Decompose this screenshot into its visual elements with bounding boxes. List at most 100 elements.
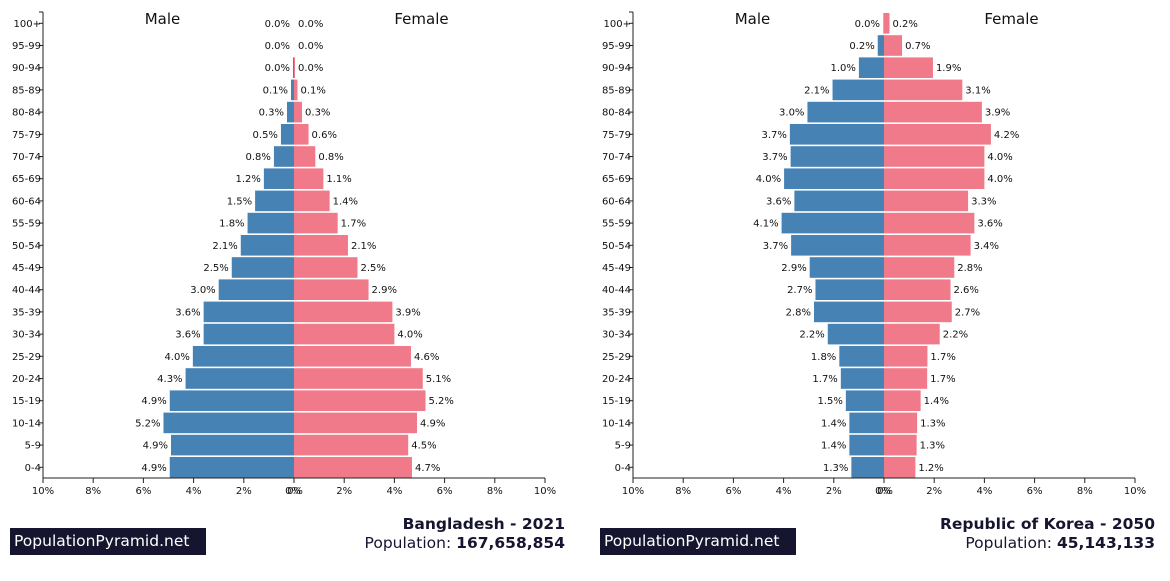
age-label: 50-54: [12, 241, 41, 252]
female-bar: [884, 279, 951, 300]
male-value-label: 1.4%: [821, 441, 846, 452]
female-value-label: 4.6%: [414, 352, 439, 363]
female-value-label: 3.4%: [974, 241, 999, 252]
x-tick-label: 8%: [1077, 486, 1093, 497]
male-bar: [169, 457, 294, 478]
age-label: 75-79: [12, 130, 41, 141]
female-bar: [294, 390, 426, 411]
male-value-label: 1.3%: [823, 463, 848, 474]
female-value-label: 3.6%: [977, 219, 1002, 230]
age-label: 55-59: [12, 219, 41, 230]
male-bar: [231, 257, 294, 278]
age-label: 95-99: [12, 41, 41, 52]
female-value-label: 3.9%: [395, 307, 420, 318]
x-tick-label: 4%: [186, 486, 202, 497]
female-bar: [294, 101, 303, 123]
female-header: Female: [984, 10, 1038, 28]
female-value-label: 2.5%: [361, 263, 386, 274]
female-value-label: 1.7%: [930, 374, 955, 385]
male-bar: [827, 323, 884, 345]
female-value-label: 4.7%: [415, 463, 440, 474]
female-value-label: 0.1%: [301, 85, 326, 96]
female-bar: [294, 124, 309, 145]
population-value-left: 167,658,854: [456, 534, 565, 552]
male-bar: [292, 57, 294, 78]
female-value-label: 4.2%: [994, 130, 1019, 141]
female-value-label: 5.2%: [429, 396, 454, 407]
age-label: 90-94: [602, 63, 631, 74]
female-bar: [294, 434, 409, 456]
x-tick-label: 10%: [622, 486, 644, 497]
male-value-label: 4.9%: [141, 396, 166, 407]
male-bar: [877, 35, 884, 56]
male-value-label: 1.8%: [811, 352, 836, 363]
male-value-label: 3.0%: [779, 108, 804, 119]
age-label: 70-74: [602, 152, 631, 163]
pyramid-chart-right: Male Female 100+ 0.0% 0.2% 95-99 0.2% 0.7% 90-94…: [602, 10, 1146, 497]
female-bar: [884, 35, 903, 56]
age-label: 10-14: [602, 418, 631, 429]
male-bar: [813, 301, 884, 323]
brand-logo-left[interactable]: PopulationPyramid.net: [10, 528, 206, 555]
male-bar: [840, 368, 884, 389]
female-value-label: 0.0%: [298, 63, 323, 74]
age-label: 30-34: [12, 330, 41, 341]
male-value-label: 5.2%: [135, 418, 160, 429]
female-value-label: 0.6%: [312, 130, 337, 141]
x-tick-label: 0%: [875, 486, 891, 497]
female-bar: [294, 301, 393, 323]
male-bar: [192, 346, 294, 367]
age-label: 60-64: [12, 196, 41, 207]
age-label: 5-9: [615, 441, 631, 452]
x-tick-label: 4%: [386, 486, 402, 497]
x-tick-label: 0%: [287, 486, 303, 497]
x-tick-label: 2%: [236, 486, 252, 497]
male-bar: [218, 279, 294, 300]
brand-logo-right[interactable]: PopulationPyramid.net: [600, 528, 796, 555]
age-label: 25-29: [12, 352, 41, 363]
female-value-label: 2.7%: [955, 307, 980, 318]
male-value-label: 3.6%: [175, 330, 200, 341]
age-label: 15-19: [602, 396, 631, 407]
female-bar: [884, 13, 890, 34]
female-value-label: 0.7%: [905, 41, 930, 52]
male-bar: [858, 57, 884, 78]
male-bar: [809, 257, 884, 278]
male-value-label: 0.0%: [855, 19, 880, 30]
female-bar: [884, 79, 963, 101]
female-value-label: 1.4%: [333, 196, 358, 207]
x-tick-label: 4%: [976, 486, 992, 497]
female-value-label: 2.9%: [372, 285, 397, 296]
female-value-label: 0.8%: [318, 152, 343, 163]
female-bar: [294, 368, 423, 389]
female-bar: [294, 212, 338, 234]
age-label: 20-24: [12, 374, 41, 385]
female-bar: [884, 412, 918, 434]
population-label-right: Population:: [965, 534, 1052, 552]
age-label: 60-64: [602, 196, 631, 207]
x-tick-label: 8%: [675, 486, 691, 497]
female-bar: [294, 235, 348, 256]
female-bar: [294, 257, 358, 278]
male-value-label: 0.0%: [265, 63, 290, 74]
age-label: 50-54: [602, 241, 631, 252]
age-label: 0-4: [25, 463, 41, 474]
male-value-label: 3.6%: [766, 196, 791, 207]
male-value-label: 1.4%: [821, 418, 846, 429]
male-value-label: 4.3%: [157, 374, 182, 385]
male-value-label: 3.7%: [761, 130, 786, 141]
female-bar: [884, 323, 940, 345]
age-label: 45-49: [602, 263, 631, 274]
female-bar: [884, 235, 971, 256]
age-label: 65-69: [602, 174, 631, 185]
male-bar: [839, 346, 884, 367]
male-value-label: 4.1%: [753, 219, 778, 230]
x-tick-label: 2%: [926, 486, 942, 497]
female-value-label: 1.7%: [930, 352, 955, 363]
age-label: 75-79: [602, 130, 631, 141]
female-bar: [294, 57, 296, 78]
female-value-label: 4.0%: [987, 152, 1012, 163]
male-bar: [781, 212, 884, 234]
male-bar: [286, 101, 294, 123]
male-bar: [240, 235, 294, 256]
